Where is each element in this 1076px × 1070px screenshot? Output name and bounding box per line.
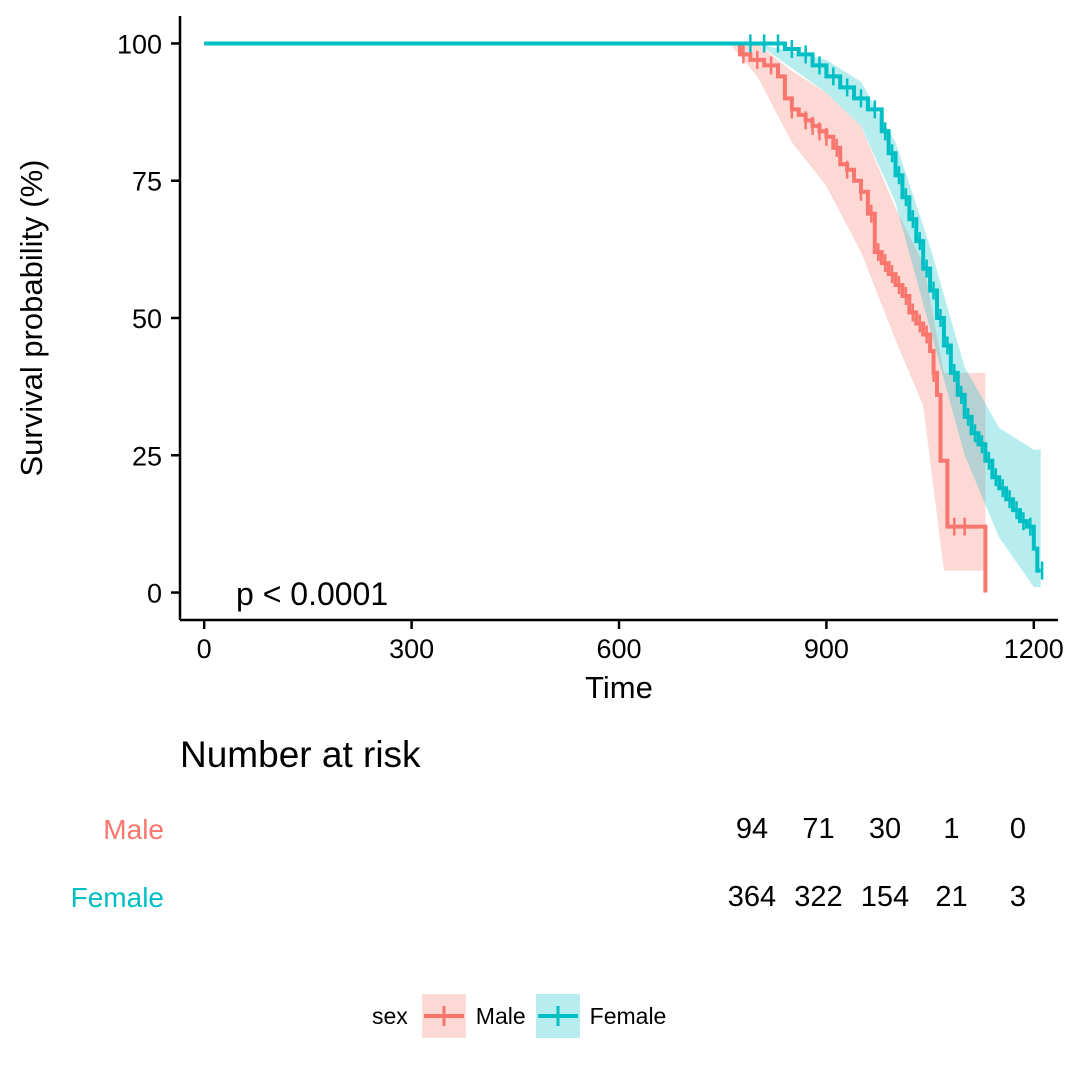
legend-key-female xyxy=(535,994,580,1038)
risk-cell: 30 xyxy=(868,813,902,845)
legend-item-male: Male xyxy=(421,994,526,1038)
risk-cell: 71 xyxy=(802,813,835,845)
survival-curve-male xyxy=(204,41,988,593)
risk-cell: 0 xyxy=(1009,813,1027,845)
ci-band-female xyxy=(757,43,1041,588)
risk-cell: 21 xyxy=(935,881,968,913)
x-tick-label: 600 xyxy=(596,634,641,664)
legend-title: sex xyxy=(372,1002,408,1029)
x-tick-label: 300 xyxy=(389,634,434,664)
legend: sex Male Female xyxy=(372,994,676,1038)
legend-label-male: Male xyxy=(475,1002,526,1029)
legend-swatch xyxy=(535,994,580,1038)
survival-chart: 0 25 50 75 100 0 300 600 900 1200 Survival proba… xyxy=(14,16,1064,705)
survival-curves xyxy=(204,41,1041,593)
y-tick-label: 50 xyxy=(132,304,162,334)
legend-swatch xyxy=(421,994,466,1038)
y-tick-label: 100 xyxy=(117,29,162,59)
risk-cell: 322 xyxy=(794,881,843,913)
legend-item-female: Female xyxy=(535,994,667,1038)
legend-label-female: Female xyxy=(589,1002,667,1029)
risk-table-title: Number at risk xyxy=(180,734,421,775)
ci-band-male xyxy=(729,43,986,571)
risk-cell: 94 xyxy=(735,813,769,845)
x-tick-label: 900 xyxy=(804,634,849,664)
x-axis-label: Time xyxy=(585,670,653,705)
y-axis-label: Survival probability (%) xyxy=(14,160,49,477)
y-tick-label: 75 xyxy=(132,167,162,197)
censor-marks xyxy=(742,34,1044,580)
x-tick-label: 0 xyxy=(197,634,212,664)
p-value-annotation: p < 0.0001 xyxy=(236,576,388,612)
risk-cell: 3 xyxy=(1009,881,1027,913)
risk-cell: 154 xyxy=(860,881,910,913)
y-tick-label: 0 xyxy=(147,579,162,609)
risk-row-label-male: Male xyxy=(103,814,164,845)
risk-cell: 364 xyxy=(727,881,777,913)
confidence-bands xyxy=(729,43,1041,588)
risk-cell: 1 xyxy=(943,813,960,845)
x-ticks: 0 300 600 900 1200 xyxy=(197,620,1064,664)
y-tick-label: 25 xyxy=(132,441,162,471)
y-ticks: 0 25 50 75 100 xyxy=(117,29,180,609)
risk-row-label-female: Female xyxy=(70,882,164,913)
x-tick-label: 1200 xyxy=(1004,634,1064,664)
legend-key-male xyxy=(421,994,466,1038)
